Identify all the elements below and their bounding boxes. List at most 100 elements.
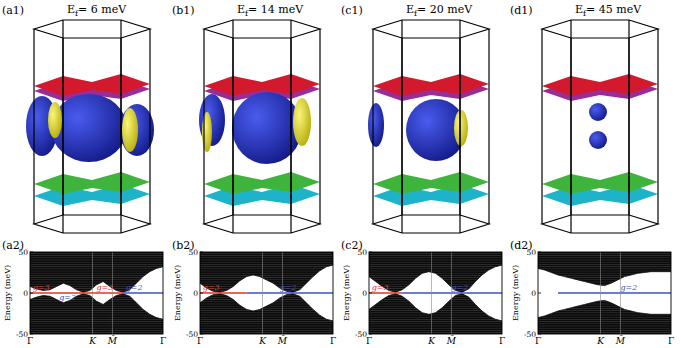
y-axis-label: Energy (meV): [173, 265, 182, 321]
y-axis-label: Energy (meV): [511, 265, 520, 321]
y-tick-label: 0: [531, 289, 536, 298]
y-tick-label: 50: [18, 248, 28, 257]
band-panel: (a2)Energy (meV)ΓKM̄Γ-50050g=3g=2g=3g=2: [2, 239, 166, 346]
x-tick-label: K: [258, 336, 267, 346]
bz-edge: [62, 38, 63, 233]
bulk-bands: [538, 252, 671, 286]
y-tick-label: -50: [186, 330, 198, 339]
bulk-bands: [369, 252, 502, 292]
bz-edge: [570, 38, 571, 233]
plot-bg: [369, 252, 502, 334]
bz-edge: [488, 29, 489, 224]
bulk-bands: [30, 294, 163, 334]
degeneracy-label: g=2: [59, 293, 76, 302]
degeneracy-label: g=2: [126, 283, 143, 292]
bz-edge: [290, 38, 291, 233]
bz-edge: [373, 215, 489, 233]
bz-edge: [33, 29, 34, 224]
plot-bg: [200, 252, 333, 334]
symmetry-line: [431, 252, 432, 334]
bz-edge: [204, 215, 320, 233]
fermi-sheet: [542, 74, 658, 96]
degeneracy-label: g=2: [451, 283, 468, 292]
fermi-sheet: [204, 172, 320, 194]
y-tick-label: 50: [188, 248, 198, 257]
symmetry-line: [112, 252, 113, 334]
y-tick: [369, 334, 372, 335]
edge-state: [30, 292, 123, 293]
fermi-pocket: [122, 108, 138, 152]
band-panel: (c2)Energy (meV)ΓKM̄Γ-50050g=3g=2: [341, 239, 505, 346]
symmetry-line: [451, 252, 452, 334]
x-tick-label: Γ: [330, 336, 336, 346]
plot-bg: [538, 252, 671, 334]
bz-edge: [542, 20, 658, 38]
x-tick-label: Γ: [160, 336, 166, 346]
bz-edge: [203, 29, 204, 224]
panel-label: (d1): [510, 4, 533, 17]
bulk-bands: [30, 252, 163, 292]
y-tick-label: 0: [362, 289, 367, 298]
fermi-pocket: [293, 98, 311, 146]
x-tick-label: K: [88, 336, 97, 346]
y-tick-label: 0: [23, 289, 28, 298]
y-tick: [30, 252, 33, 253]
degeneracy-label: g=3: [203, 283, 220, 292]
edge-state: [200, 292, 247, 293]
y-tick-label: 0: [193, 289, 198, 298]
edge-state: [369, 292, 402, 293]
title-part: E: [575, 3, 583, 16]
fermi-pocket: [589, 103, 607, 121]
fermi-pocket: [120, 104, 154, 156]
title-part: = 45 meV: [586, 3, 642, 16]
panel-label: (b1): [172, 4, 195, 17]
symmetry-line: [600, 252, 601, 334]
plot-frame: [30, 252, 163, 334]
y-tick-label: -50: [524, 330, 536, 339]
symmetry-line: [282, 252, 283, 334]
y-tick: [200, 293, 203, 294]
bz-edge: [204, 20, 320, 38]
panel-title: Ef= 45 meV: [575, 3, 642, 18]
edge-state: [247, 292, 333, 293]
panel-label: (a1): [2, 4, 24, 17]
edge-state: [123, 292, 163, 293]
bz-edge: [319, 29, 320, 224]
bz-edge: [657, 29, 658, 224]
x-tick-label: Γ: [499, 336, 505, 346]
plot-data: [200, 252, 333, 334]
degeneracy-label: g=3: [97, 283, 114, 292]
y-tick: [30, 293, 33, 294]
y-tick: [369, 252, 372, 253]
bz-edge: [232, 38, 233, 233]
fermi-sheet: [542, 172, 658, 194]
bulk-bands: [369, 294, 502, 334]
fermi-sheet: [34, 172, 150, 194]
title-part: E: [406, 3, 414, 16]
bz-edge: [34, 215, 150, 233]
bz-edge: [149, 29, 150, 224]
y-tick: [538, 334, 541, 335]
bulk-bands: [200, 294, 333, 334]
title-part: = 14 meV: [248, 3, 304, 16]
y-tick: [200, 252, 203, 253]
title-part: E: [237, 3, 245, 16]
symmetry-line: [262, 252, 263, 334]
x-tick-label: M̄: [615, 335, 626, 346]
title-part: = 20 meV: [417, 3, 473, 16]
bz-edge: [542, 215, 658, 233]
bz-edge: [541, 29, 542, 224]
bz-edge: [372, 29, 373, 224]
y-tick-label: 50: [526, 248, 536, 257]
figure: (a1)Ef= 6 meV(b1)Ef= 14 meV(c1)Ef= 20 me…: [0, 0, 681, 348]
y-tick-label: -50: [355, 330, 367, 339]
band-panel: (b2)Energy (meV)ΓKM̄Γ-50050g=3g=2: [172, 239, 336, 346]
y-tick: [538, 293, 541, 294]
fermi-pocket: [454, 110, 468, 146]
bz-edge: [120, 38, 121, 233]
title-part: E: [67, 3, 75, 16]
edge-state: [402, 292, 502, 293]
fermi-panel: (a1)Ef= 6 meV: [2, 3, 154, 233]
fermi-pocket: [48, 102, 62, 138]
fermi-sheet: [373, 74, 489, 96]
